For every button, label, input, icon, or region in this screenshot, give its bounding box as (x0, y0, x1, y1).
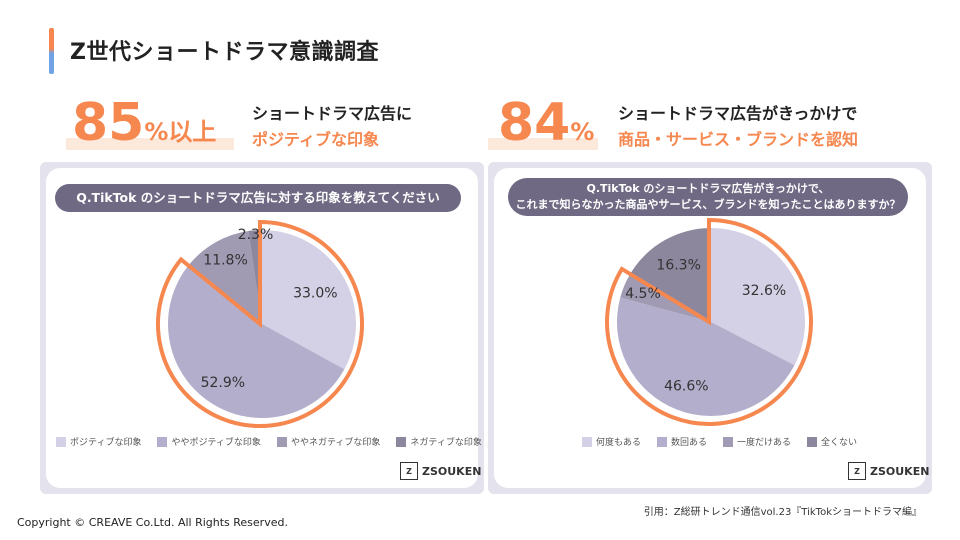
pie-data-label: 52.9% (201, 375, 245, 391)
legend-item: 全くない (807, 435, 857, 448)
right-zsouken-logo: Z ZSOUKEN (848, 462, 929, 480)
copyright-notice: Copyright © CREAVE Co.Ltd. All Rights Re… (17, 516, 288, 529)
legend-swatch (157, 436, 168, 447)
right-highlight-band (488, 138, 598, 150)
legend-item: ややネガティブな印象 (276, 435, 381, 448)
logo-text: ZSOUKEN (870, 464, 930, 478)
right-headline-line1: ショートドラマ広告がきっかけで (618, 104, 858, 123)
pie-data-label: 4.5% (625, 286, 661, 302)
right-question-line2: これまで知らなかった商品やサービス、ブランドを知ったことはありますか？ (515, 198, 901, 211)
legend-swatch (582, 436, 592, 447)
pie-data-label: 11.8% (203, 253, 247, 269)
left-legend: ポジティブな印象 ややポジティブな印象 ややネガティブな印象 ネガティブな印象 (56, 435, 498, 448)
legend-swatch (56, 436, 66, 447)
pie-data-label: 32.6% (742, 283, 786, 299)
right-big-percentage: 84% (498, 93, 594, 153)
right-question-line1: Q.TikTok のショートドラマ広告がきっかけで、 (586, 182, 830, 195)
right-question: Q.TikTok のショートドラマ広告がきっかけで、 これまで知らなかった商品や… (508, 178, 908, 216)
legend-label: 全くない (821, 438, 858, 448)
right-big-suffix: % (570, 118, 595, 146)
left-headline-line2: ポジティブな印象 (252, 130, 380, 149)
logo-text: ZSOUKEN (422, 464, 482, 478)
legend-swatch (723, 436, 734, 447)
left-zsouken-logo: Z ZSOUKEN (400, 462, 481, 480)
pie-slice (189, 230, 262, 324)
legend-swatch (807, 436, 818, 447)
pie-slice (617, 297, 795, 416)
pie-data-label: 33.0% (293, 285, 337, 301)
legend-item: ややポジティブな印象 (157, 435, 261, 448)
right-headline: ショートドラマ広告がきっかけで 商品・サービス・ブランドを認知 (618, 101, 858, 153)
legend-item: ネガティブな印象 (396, 435, 482, 448)
left-headline: ショートドラマ広告に ポジティブな印象 (252, 101, 412, 153)
right-headline-line2: 商品・サービス・ブランドを認知 (618, 130, 859, 149)
legend-swatch (396, 436, 407, 447)
pie-slice (630, 228, 711, 322)
pie-slice (262, 230, 356, 370)
title-accent-bar (49, 28, 54, 74)
highlight-outline (605, 217, 813, 426)
pie-data-label: 2.3% (238, 227, 274, 243)
legend-swatch (657, 436, 668, 447)
legend-item: 数回ある (657, 435, 707, 448)
right-legend: 何度もある 数回ある 一度だけある 全くない (582, 435, 873, 448)
left-question: Q.TikTok のショートドラマ広告に対する印象を教えてください (55, 184, 461, 212)
legend-item: ポジティブな印象 (56, 435, 141, 448)
pie-slice (711, 228, 805, 366)
page-title: Z世代ショートドラマ意識調査 (70, 40, 379, 65)
legend-item: 何度もある (582, 435, 641, 448)
highlight-outline (156, 219, 364, 428)
source-citation: 引用：Z総研トレンド通信vol.23『TikTokショートドラマ編』 (643, 507, 922, 518)
legend-item: 一度だけある (723, 435, 791, 448)
left-headline-line1: ショートドラマ広告に (252, 104, 413, 123)
pie-data-label: 46.6% (664, 378, 708, 394)
right-big-number: 84 (498, 93, 571, 153)
pie-data-label: 16.3% (656, 257, 700, 273)
left-big-percentage: 85%以上 (72, 93, 216, 153)
legend-label: ポジティブな印象 (70, 438, 142, 448)
left-highlight-band (66, 138, 234, 150)
logo-mark-icon: Z (848, 462, 866, 480)
legend-label: ややネガティブな印象 (290, 438, 381, 448)
logo-mark-icon: Z (400, 462, 418, 480)
left-big-suffix: %以上 (144, 118, 217, 146)
legend-label: ややポジティブな印象 (171, 438, 261, 448)
legend-label: ネガティブな印象 (410, 438, 482, 448)
legend-label: 何度もある (596, 438, 642, 448)
legend-swatch (276, 436, 287, 447)
pie-slice (167, 264, 345, 419)
legend-label: 一度だけある (737, 438, 792, 448)
legend-label: 数回ある (671, 438, 708, 448)
left-big-number: 85 (72, 93, 145, 153)
